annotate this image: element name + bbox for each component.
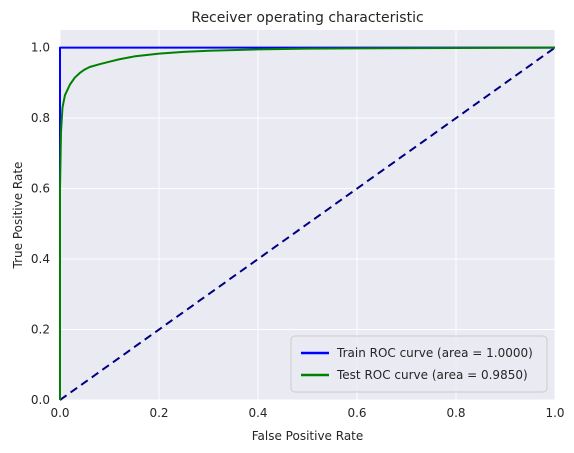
x-tick-label: 0.2 bbox=[149, 406, 168, 420]
y-axis-label: True Positive Rate bbox=[11, 162, 25, 270]
series-layer bbox=[59, 46, 556, 401]
x-tick-label: 0.0 bbox=[50, 406, 69, 420]
legend-label: Test ROC curve (area = 0.9850) bbox=[336, 368, 528, 382]
roc-series-line bbox=[59, 46, 556, 400]
chance-diagonal-line bbox=[59, 46, 556, 401]
y-tick-label: 1.0 bbox=[31, 41, 50, 55]
legend-label: Train ROC curve (area = 1.0000) bbox=[336, 346, 533, 360]
chart-title: Receiver operating characteristic bbox=[191, 10, 423, 26]
x-tick-label: 0.8 bbox=[446, 406, 465, 420]
y-tick-label: 0.0 bbox=[31, 393, 50, 407]
y-tick-label: 0.6 bbox=[31, 182, 50, 196]
x-tick-label: 0.6 bbox=[347, 406, 366, 420]
x-tick-label: 1.0 bbox=[545, 406, 564, 420]
x-axis-label: False Positive Rate bbox=[252, 429, 364, 443]
x-tick-label: 0.4 bbox=[248, 406, 267, 420]
legend: Train ROC curve (area = 1.0000) Test ROC … bbox=[290, 335, 548, 393]
legend-box bbox=[290, 335, 548, 393]
y-tick-label: 0.8 bbox=[31, 111, 50, 125]
y-tick-label: 0.4 bbox=[31, 252, 50, 266]
grid bbox=[59, 30, 556, 401]
tick-labels: 0.0 0.2 0.4 0.6 0.8 1.0 0.0 0.2 0.4 0.6 0.8 1.0 bbox=[31, 41, 565, 420]
y-tick-label: 0.2 bbox=[31, 323, 50, 337]
